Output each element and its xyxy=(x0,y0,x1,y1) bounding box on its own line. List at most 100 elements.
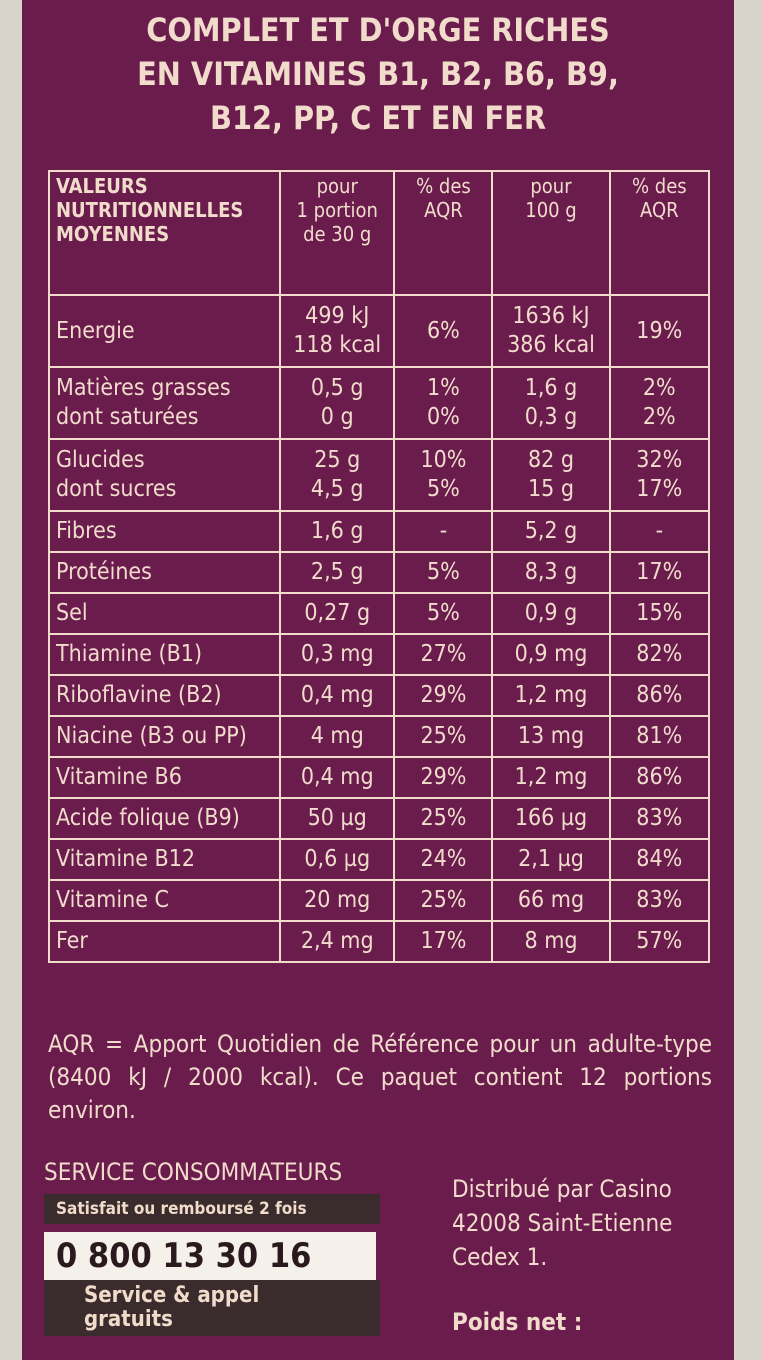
table-row: Vitamine C 20 mg 25% 66 mg 83% xyxy=(48,879,711,922)
table-cell: 84% xyxy=(608,838,711,881)
table-cell: 2,1 µg xyxy=(491,838,611,881)
table-row: Sel 0,27 g 5% 0,9 g 15% xyxy=(48,592,711,635)
table-cell: 25% xyxy=(393,879,494,922)
heading-line: COMPLET ET D'ORGE RICHES xyxy=(146,11,610,49)
footnote: AQR = Apport Quotidien de Référence pour… xyxy=(48,1030,712,1124)
table-cell: 19% xyxy=(608,294,711,368)
table-body: Energie 499 kJ 118 kcal 6% 1636 kJ 386 kcal… xyxy=(48,294,711,963)
table-cell: 25% xyxy=(393,797,494,840)
table-cell: 15% xyxy=(608,592,711,635)
table-cell: Vitamine B6 xyxy=(48,756,281,799)
table-cell: 82% xyxy=(608,633,711,676)
nutrition-table: VALEURS NUTRITIONNELLES MOYENNES pour 1 p… xyxy=(48,170,711,963)
table-cell: 86% xyxy=(608,674,711,717)
table-cell: 57% xyxy=(608,920,711,963)
header-cell: % des AQR xyxy=(608,170,711,296)
table-cell: 83% xyxy=(608,797,711,840)
table-cell: 17% xyxy=(393,920,494,963)
table-cell: 1,6 g xyxy=(278,510,396,553)
table-cell: Vitamine B12 xyxy=(48,838,281,881)
table-cell: 0,5 g 0 g xyxy=(278,366,396,440)
table-cell: 499 kJ 118 kcal xyxy=(278,294,396,368)
table-cell: 29% xyxy=(393,756,494,799)
table-cell: 5,2 g xyxy=(491,510,611,553)
distributor: Distribué par Casino 42008 Saint-Etienne… xyxy=(452,1175,673,1271)
table-cell: 10% 5% xyxy=(393,438,494,512)
table-cell: 25 g 4,5 g xyxy=(278,438,396,512)
phone-number: 0 800 13 30 16 xyxy=(44,1232,376,1280)
table-cell: 0,9 mg xyxy=(491,633,611,676)
table-cell: 66 mg xyxy=(491,879,611,922)
table-cell: - xyxy=(393,510,494,553)
table-row: Thiamine (B1) 0,3 mg 27% 0,9 mg 82% xyxy=(48,633,711,676)
table-cell: Fibres xyxy=(48,510,281,553)
table-cell: 0,3 mg xyxy=(278,633,396,676)
package: COMPLET ET D'ORGE RICHES EN VITAMINES B1,… xyxy=(22,0,734,1360)
table-row: Vitamine B6 0,4 mg 29% 1,2 mg 86% xyxy=(48,756,711,799)
table-cell: 5% xyxy=(393,592,494,635)
table-cell: Riboflavine (B2) xyxy=(48,674,281,717)
header-row: VALEURS NUTRITIONNELLES MOYENNES pour 1 p… xyxy=(48,170,711,296)
table-cell: 0,27 g xyxy=(278,592,396,635)
table-cell: 1% 0% xyxy=(393,366,494,440)
table-cell: 24% xyxy=(393,838,494,881)
table-cell: 1636 kJ 386 kcal xyxy=(491,294,611,368)
header-cell: VALEURS NUTRITIONNELLES MOYENNES xyxy=(48,170,281,296)
table-row: Fer 2,4 mg 17% 8 mg 57% xyxy=(48,920,711,963)
table-cell: Niacine (B3 ou PP) xyxy=(48,715,281,758)
table-cell: Protéines xyxy=(48,551,281,594)
header-cell: pour 1 portion de 30 g xyxy=(278,170,396,296)
table-cell: Sel xyxy=(48,592,281,635)
table-cell: 6% xyxy=(393,294,494,368)
table-header: VALEURS NUTRITIONNELLES MOYENNES pour 1 p… xyxy=(48,170,711,296)
table-row: Vitamine B12 0,6 µg 24% 2,1 µg 84% xyxy=(48,838,711,881)
table-cell: 5% xyxy=(393,551,494,594)
header-cell: % des AQR xyxy=(393,170,494,296)
table-row: Protéines 2,5 g 5% 8,3 g 17% xyxy=(48,551,711,594)
table-cell: 0,4 mg xyxy=(278,674,396,717)
table-cell: 29% xyxy=(393,674,494,717)
table-cell: 1,6 g 0,3 g xyxy=(491,366,611,440)
table-cell: Thiamine (B1) xyxy=(48,633,281,676)
table-cell: 166 µg xyxy=(491,797,611,840)
table-cell: 13 mg xyxy=(491,715,611,758)
service-title: SERVICE CONSOMMATEURS xyxy=(44,1158,343,1186)
table-cell: 0,9 g xyxy=(491,592,611,635)
table-cell: 83% xyxy=(608,879,711,922)
table-cell: 0,4 mg xyxy=(278,756,396,799)
table-cell: Fer xyxy=(48,920,281,963)
table-row: Energie 499 kJ 118 kcal 6% 1636 kJ 386 kcal… xyxy=(48,294,711,368)
service-banner: Satisfait ou remboursé 2 fois xyxy=(44,1194,380,1224)
table-cell: 82 g 15 g xyxy=(491,438,611,512)
table-cell: Matières grasses dont saturées xyxy=(48,366,281,440)
table-cell: 25% xyxy=(393,715,494,758)
table-cell: 27% xyxy=(393,633,494,676)
table-cell: 2% 2% xyxy=(608,366,711,440)
table-cell: 86% xyxy=(608,756,711,799)
table-cell: - xyxy=(608,510,711,553)
heading-line: EN VITAMINES B1, B2, B6, B9, xyxy=(137,55,619,93)
table-row: Glucides dont sucres 25 g 4,5 g 10% 5% 82 g… xyxy=(48,438,711,512)
table-cell: 4 mg xyxy=(278,715,396,758)
table-row: Riboflavine (B2) 0,4 mg 29% 1,2 mg 86% xyxy=(48,674,711,717)
table-cell: 81% xyxy=(608,715,711,758)
table-cell: 32% 17% xyxy=(608,438,711,512)
table-row: Niacine (B3 ou PP) 4 mg 25% 13 mg 81% xyxy=(48,715,711,758)
table-cell: 2,4 mg xyxy=(278,920,396,963)
heading: COMPLET ET D'ORGE RICHES EN VITAMINES B1,… xyxy=(22,8,734,140)
service: SERVICE CONSOMMATEURS Satisfait ou rembo… xyxy=(44,1158,380,1336)
table-cell: 50 µg xyxy=(278,797,396,840)
heading-line: B12, PP, C ET EN FER xyxy=(210,99,546,137)
table-row: Fibres 1,6 g -5,2 g- xyxy=(48,510,711,553)
table-cell: 8 mg xyxy=(491,920,611,963)
table-row: Acide folique (B9) 50 µg 25% 166 µg 83% xyxy=(48,797,711,840)
table-cell: Energie xyxy=(48,294,281,368)
table-cell: Acide folique (B9) xyxy=(48,797,281,840)
table-cell: 17% xyxy=(608,551,711,594)
table-cell: 1,2 mg xyxy=(491,756,611,799)
table-cell: 1,2 mg xyxy=(491,674,611,717)
weight-label: Poids net : xyxy=(452,1308,583,1336)
table-cell: 8,3 g xyxy=(491,551,611,594)
